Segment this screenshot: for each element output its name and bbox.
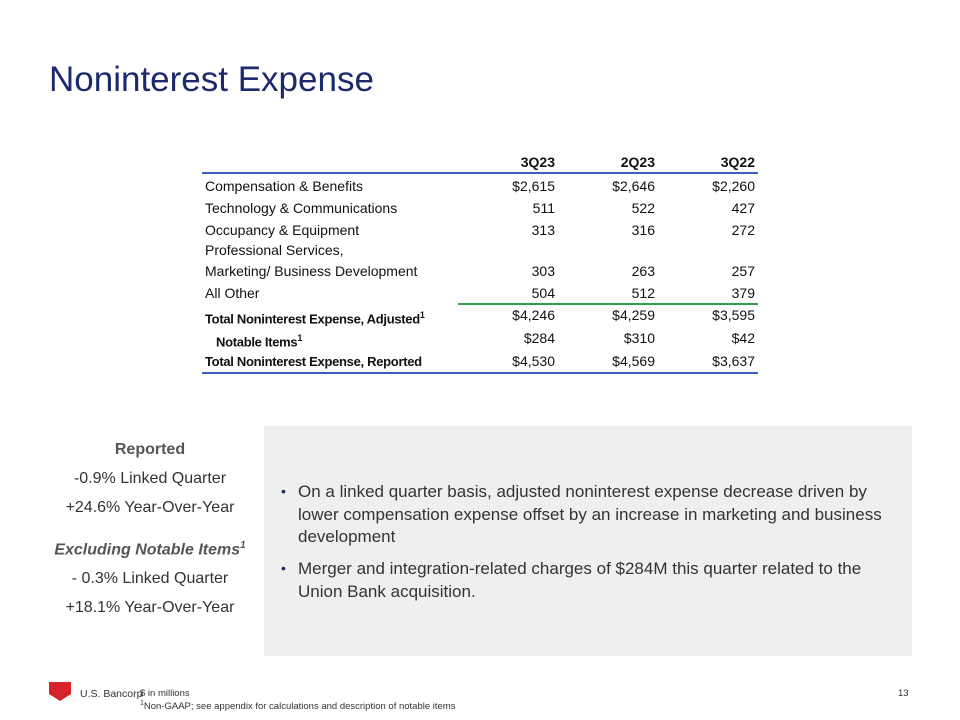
superscript: 1 — [140, 700, 144, 707]
page-number: 13 — [898, 688, 909, 699]
cell-value: 379 — [731, 285, 755, 301]
cell-value: 303 — [531, 263, 555, 279]
cell-value: $3,595 — [712, 307, 755, 323]
cell-value: $4,246 — [512, 307, 555, 323]
logo-shield — [49, 682, 71, 701]
cell-value: $2,260 — [712, 178, 755, 194]
cell-value: $4,530 — [512, 353, 555, 369]
label-text: All Other — [205, 285, 260, 301]
heading-text: Excluding Notable Items — [54, 541, 241, 559]
cell-value: $42 — [731, 330, 755, 346]
label-text: Notable Items — [216, 334, 298, 350]
label-text: Professional Services, Marketing/ Busine… — [205, 242, 418, 279]
column-header: 3Q23 — [520, 154, 555, 170]
brand: U.S. Bancorp — [80, 688, 143, 700]
row-label: Total Noninterest Expense, Reported — [205, 351, 422, 372]
superscript: 1 — [297, 333, 303, 343]
superscript: 1 — [240, 540, 246, 551]
cell-value: 257 — [731, 263, 755, 279]
label-text: Total Noninterest Expense, Adjusted — [205, 311, 420, 327]
header-rule — [202, 172, 758, 174]
summary-line: +18.1% Year-Over-Year — [65, 599, 235, 616]
summary-line: +24.6% Year-Over-Year — [65, 499, 235, 516]
row-label: All Other — [205, 283, 259, 304]
summary-heading: Excluding Notable Items1 — [50, 540, 250, 559]
bullet-text: Merger and integration-related charges o… — [298, 559, 862, 601]
cell-value: $3,637 — [712, 353, 755, 369]
slide-title: Noninterest Expense — [49, 60, 374, 99]
cell-value: 316 — [631, 222, 655, 238]
cell-value: 511 — [532, 200, 555, 216]
row-label: Occupancy & Equipment — [205, 220, 359, 241]
column-header: 2Q23 — [620, 154, 655, 170]
cell-value: 313 — [531, 222, 555, 238]
bullet-dot: • — [281, 483, 286, 499]
superscript: 1 — [419, 310, 425, 320]
footer-note: $ in millions — [140, 688, 190, 699]
label-text: Compensation & Benefits — [205, 178, 363, 194]
label-text: Total Noninterest Expense, Reported — [205, 354, 422, 369]
cell-value: 272 — [731, 222, 755, 238]
row-label: Notable Items1 — [216, 328, 302, 352]
bullet-text: On a linked quarter basis, adjusted noni… — [298, 482, 882, 546]
summary-line: -0.9% Linked Quarter — [73, 470, 227, 487]
footnote-text: Non-GAAP; see appendix for calculations … — [143, 701, 456, 713]
cell-value: 504 — [531, 285, 555, 301]
label-text: Occupancy & Equipment — [205, 222, 360, 238]
row-label: Technology & Communications — [205, 198, 397, 219]
cell-value: $4,569 — [612, 353, 655, 369]
cell-value: 512 — [631, 285, 655, 301]
footnote: 1Non-GAAP; see appendix for calculations… — [140, 700, 455, 712]
cell-value: $4,259 — [612, 307, 655, 323]
summary-line: - 0.3% Linked Quarter — [71, 570, 229, 587]
cell-value: 427 — [731, 200, 755, 216]
cell-value: 522 — [631, 200, 655, 216]
cell-value: 263 — [631, 263, 655, 279]
summary-heading: Reported — [114, 441, 186, 458]
bottom-rule — [202, 372, 758, 374]
bullet-dot: • — [281, 560, 286, 576]
row-label: Total Noninterest Expense, Adjusted1 — [205, 305, 425, 329]
commentary-box — [264, 426, 912, 656]
row-label: Professional Services, Marketing/ Busine… — [205, 240, 417, 282]
column-header: 3Q22 — [720, 154, 755, 170]
subtotal-rule — [458, 303, 758, 305]
row-label: Compensation & Benefits — [205, 176, 363, 197]
label-text: Technology & Communications — [205, 200, 398, 216]
cell-value: $2,646 — [612, 178, 655, 194]
cell-value: $310 — [623, 330, 655, 346]
cell-value: $2,615 — [512, 178, 555, 194]
cell-value: $284 — [523, 330, 555, 346]
